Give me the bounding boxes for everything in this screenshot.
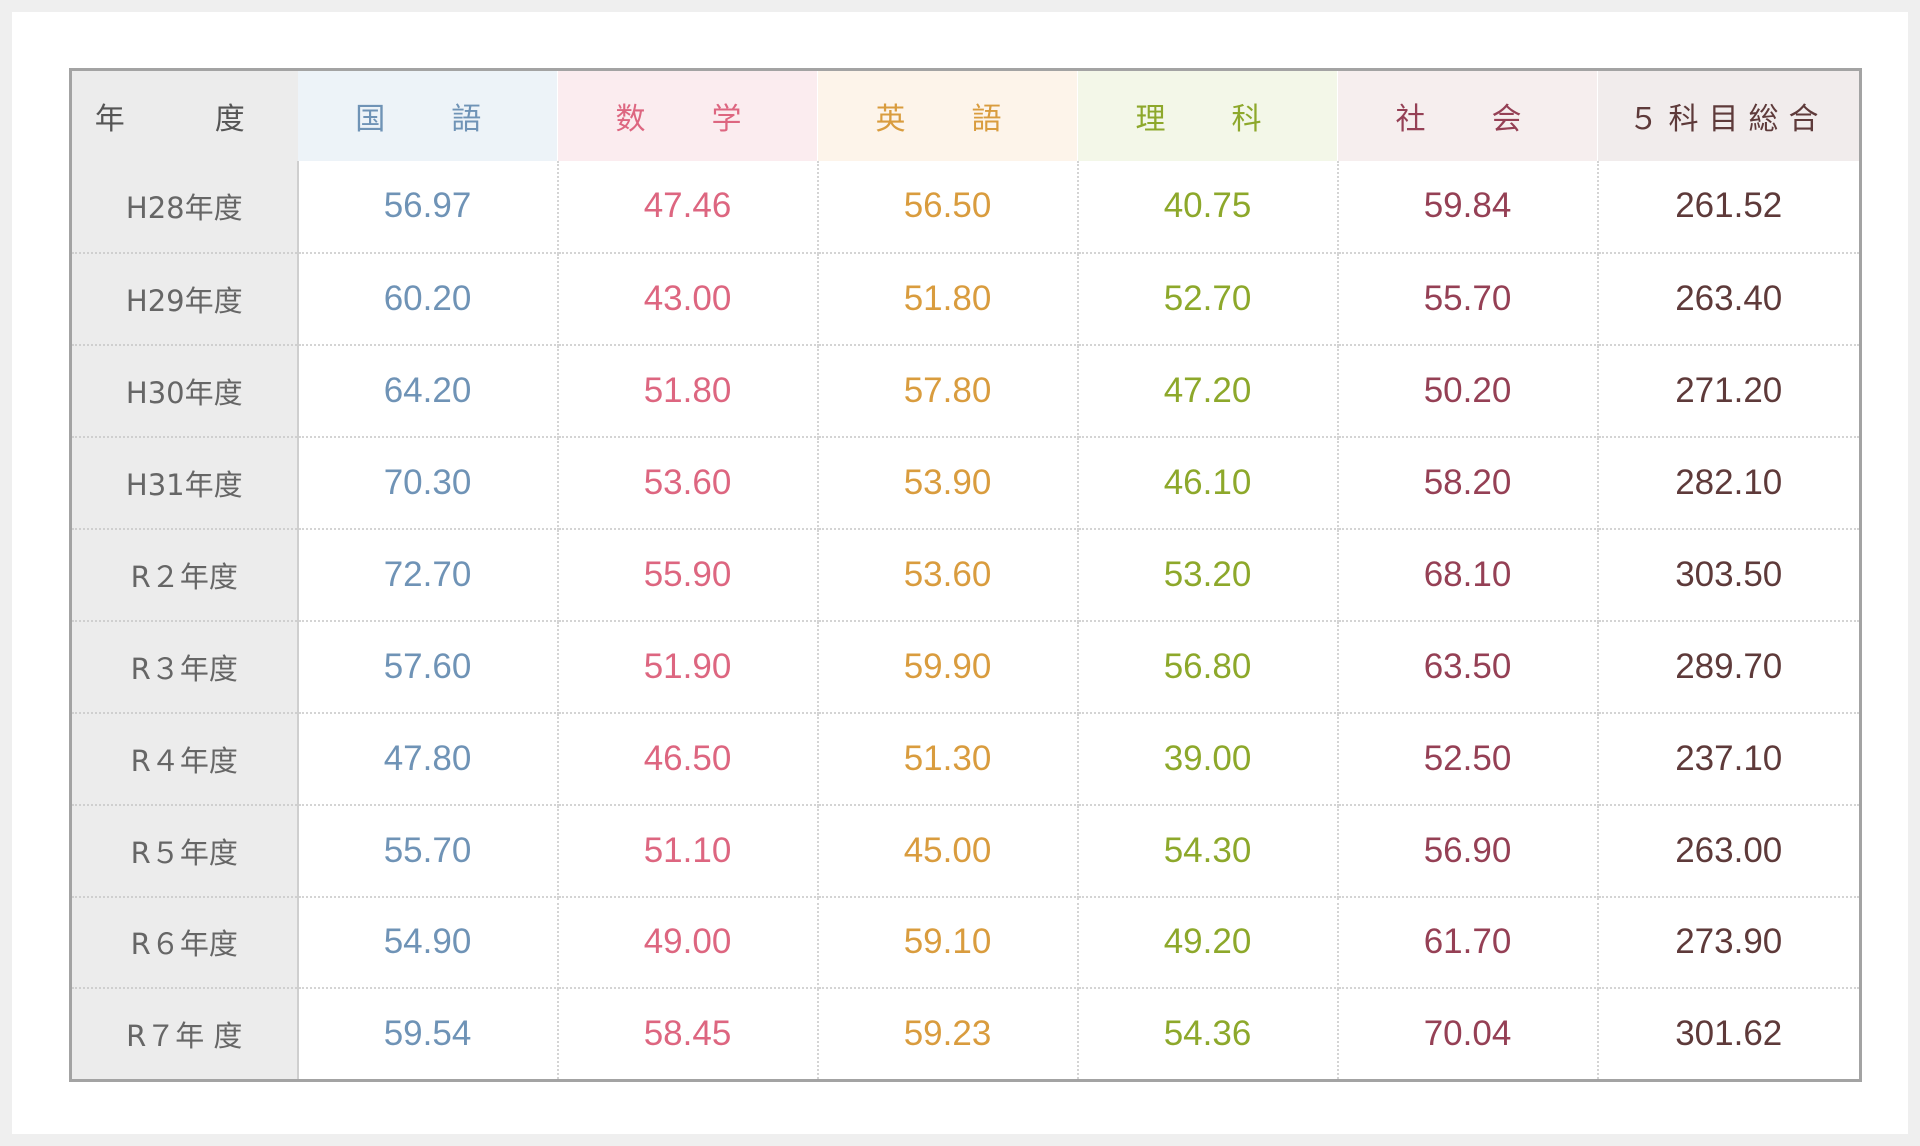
sugaku-score-cell: 47.46 (557, 161, 819, 254)
kokugo-score-cell: 59.54 (297, 988, 559, 1081)
shakai-score-cell: 56.90 (1337, 804, 1599, 898)
table-row: R６年度 54.90 49.00 59.10 49.20 61.70 273.90 (70, 896, 1861, 990)
shakai-score-cell: 55.70 (1337, 252, 1599, 346)
year-cell: H31年度 (70, 436, 299, 530)
table-row: R２年度 72.70 55.90 53.60 53.20 68.10 303.50 (70, 528, 1861, 622)
rika-score-cell: 40.75 (1077, 161, 1339, 254)
shakai-score-cell: 61.70 (1337, 896, 1599, 990)
rika-score-cell: 49.20 (1077, 896, 1339, 990)
eigo-score-cell: 59.10 (817, 896, 1079, 990)
total-score-cell: 261.52 (1597, 161, 1861, 254)
rika-score-cell: 54.36 (1077, 988, 1339, 1081)
table-row: H30年度 64.20 51.80 57.80 47.20 50.20 271.20 (70, 344, 1861, 438)
total-score-cell: 273.90 (1597, 896, 1861, 990)
shakai-score-cell: 50.20 (1337, 344, 1599, 438)
total-score-cell: 271.20 (1597, 344, 1861, 438)
sugaku-score-cell: 51.10 (557, 804, 819, 898)
shakai-score-cell: 52.50 (1337, 712, 1599, 806)
table-row: H31年度 70.30 53.60 53.90 46.10 58.20 282.10 (70, 436, 1861, 530)
year-cell: R３年度 (70, 620, 299, 714)
rika-score-cell: 47.20 (1077, 344, 1339, 438)
eigo-score-cell: 59.23 (817, 988, 1079, 1081)
header-year: 年 度 (70, 69, 298, 161)
header-rika: 理 科 (1077, 69, 1338, 161)
total-score-cell: 263.00 (1597, 804, 1861, 898)
total-score-cell: 303.50 (1597, 528, 1861, 622)
eigo-score-cell: 57.80 (817, 344, 1079, 438)
kokugo-score-cell: 60.20 (297, 252, 559, 346)
rika-score-cell: 53.20 (1077, 528, 1339, 622)
year-cell: H30年度 (70, 344, 299, 438)
year-cell: R７年 度 (70, 988, 299, 1081)
sugaku-score-cell: 55.90 (557, 528, 819, 622)
kokugo-score-cell: 47.80 (297, 712, 559, 806)
eigo-score-cell: 51.80 (817, 252, 1079, 346)
header-total: ５科目総合 (1597, 69, 1861, 161)
shakai-score-cell: 68.10 (1337, 528, 1599, 622)
table-row: H28年度 56.97 47.46 56.50 40.75 59.84 261.52 (70, 161, 1861, 254)
total-score-cell: 263.40 (1597, 252, 1861, 346)
year-cell: R４年度 (70, 712, 299, 806)
rika-score-cell: 54.30 (1077, 804, 1339, 898)
shakai-score-cell: 59.84 (1337, 161, 1599, 254)
eigo-score-cell: 45.00 (817, 804, 1079, 898)
table-row: R３年度 57.60 51.90 59.90 56.80 63.50 289.70 (70, 620, 1861, 714)
score-card: 年 度 国 語 数 学 英 語 理 科 社 会 ５科目総合 H28年度 56.97… (12, 12, 1908, 1134)
eigo-score-cell: 56.50 (817, 161, 1079, 254)
shakai-score-cell: 70.04 (1337, 988, 1599, 1081)
year-cell: R５年度 (70, 804, 299, 898)
kokugo-score-cell: 64.20 (297, 344, 559, 438)
sugaku-score-cell: 58.45 (557, 988, 819, 1081)
sugaku-score-cell: 53.60 (557, 436, 819, 530)
total-score-cell: 282.10 (1597, 436, 1861, 530)
kokugo-score-cell: 56.97 (297, 161, 559, 254)
eigo-score-cell: 51.30 (817, 712, 1079, 806)
kokugo-score-cell: 55.70 (297, 804, 559, 898)
header-sugaku: 数 学 (557, 69, 818, 161)
rika-score-cell: 52.70 (1077, 252, 1339, 346)
rika-score-cell: 56.80 (1077, 620, 1339, 714)
eigo-score-cell: 53.60 (817, 528, 1079, 622)
table-row: H29年度 60.20 43.00 51.80 52.70 55.70 263.40 (70, 252, 1861, 346)
header-shakai: 社 会 (1337, 69, 1598, 161)
kokugo-score-cell: 70.30 (297, 436, 559, 530)
total-score-cell: 237.10 (1597, 712, 1861, 806)
year-cell: R６年度 (70, 896, 299, 990)
kokugo-score-cell: 54.90 (297, 896, 559, 990)
sugaku-score-cell: 46.50 (557, 712, 819, 806)
year-cell: H29年度 (70, 252, 299, 346)
table-row: R７年 度 59.54 58.45 59.23 54.36 70.04 301.62 (70, 988, 1861, 1081)
header-eigo: 英 語 (817, 69, 1078, 161)
eigo-score-cell: 53.90 (817, 436, 1079, 530)
sugaku-score-cell: 51.80 (557, 344, 819, 438)
header-row: 年 度 国 語 数 学 英 語 理 科 社 会 ５科目総合 (70, 69, 1861, 161)
table-row: R４年度 47.80 46.50 51.30 39.00 52.50 237.10 (70, 712, 1861, 806)
header-kokugo: 国 語 (297, 69, 558, 161)
rika-score-cell: 39.00 (1077, 712, 1339, 806)
average-score-table: 年 度 国 語 数 学 英 語 理 科 社 会 ５科目総合 H28年度 56.97… (69, 68, 1862, 1082)
shakai-score-cell: 58.20 (1337, 436, 1599, 530)
kokugo-score-cell: 72.70 (297, 528, 559, 622)
total-score-cell: 289.70 (1597, 620, 1861, 714)
sugaku-score-cell: 49.00 (557, 896, 819, 990)
sugaku-score-cell: 43.00 (557, 252, 819, 346)
kokugo-score-cell: 57.60 (297, 620, 559, 714)
year-cell: H28年度 (70, 161, 299, 254)
year-cell: R２年度 (70, 528, 299, 622)
sugaku-score-cell: 51.90 (557, 620, 819, 714)
eigo-score-cell: 59.90 (817, 620, 1079, 714)
shakai-score-cell: 63.50 (1337, 620, 1599, 714)
total-score-cell: 301.62 (1675, 1014, 1783, 1054)
table-row: R５年度 55.70 51.10 45.00 54.30 56.90 263.00 (70, 804, 1861, 898)
rika-score-cell: 46.10 (1077, 436, 1339, 530)
